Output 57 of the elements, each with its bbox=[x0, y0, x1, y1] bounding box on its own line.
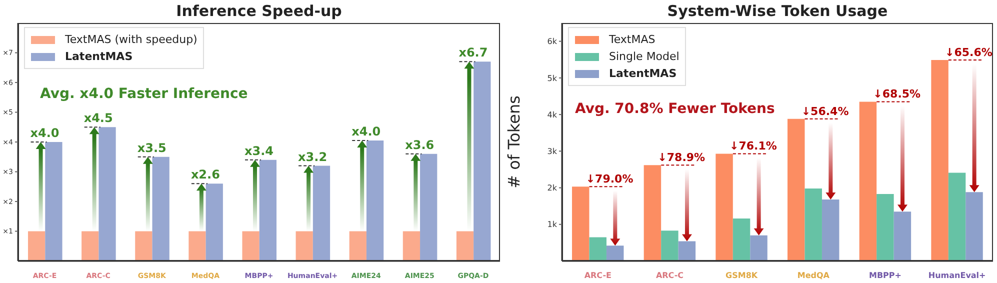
annotation: Avg. 70.8% Fewer Tokens bbox=[575, 101, 775, 117]
bar bbox=[678, 241, 696, 261]
data-label: x4.0 bbox=[30, 126, 60, 140]
legend-label: TextMAS (with speedup) bbox=[65, 33, 198, 46]
bar bbox=[859, 102, 877, 261]
x-tick-label: ARC-C bbox=[656, 271, 684, 280]
legend-label: TextMAS bbox=[609, 33, 656, 46]
legend-label: Single Model bbox=[609, 50, 680, 63]
legend-label: LatentMAS bbox=[609, 67, 677, 80]
data-label: x3.4 bbox=[244, 144, 274, 158]
chart-title: System-Wise Token Usage bbox=[666, 1, 889, 22]
bar bbox=[644, 165, 662, 261]
data-label: x4.0 bbox=[352, 124, 381, 139]
annotation: ↓65.6% bbox=[945, 46, 992, 59]
data-label: x3.5 bbox=[137, 140, 166, 155]
bar bbox=[788, 118, 805, 261]
bar bbox=[28, 231, 46, 261]
bar bbox=[804, 188, 822, 261]
chart-title: Inference Speed-up bbox=[175, 1, 343, 22]
data-label: x4.5 bbox=[84, 111, 113, 126]
bar bbox=[456, 231, 474, 261]
bar bbox=[876, 194, 894, 261]
annotation: ↓76.1% bbox=[730, 140, 777, 153]
annotation: ↓56.4% bbox=[801, 104, 849, 118]
y-axis-title: # of Tokens bbox=[504, 96, 524, 188]
annotation: ↓78.9% bbox=[658, 151, 706, 164]
x-tick-label: GSM8K bbox=[726, 271, 758, 280]
x-tick-label: MedQA bbox=[797, 271, 830, 280]
bar bbox=[135, 231, 152, 261]
x-tick-label: HumanEval+ bbox=[928, 271, 986, 280]
bar bbox=[82, 231, 99, 261]
bar bbox=[716, 154, 733, 261]
y-tick-label: 1k bbox=[547, 220, 558, 230]
annotation: Avg. x4.0 Faster Inference bbox=[40, 86, 248, 102]
data-label: x2.6 bbox=[190, 168, 220, 182]
annotation: ↓68.5% bbox=[873, 88, 921, 101]
x-tick-label: MBPP+ bbox=[869, 271, 902, 280]
data-label: x3.6 bbox=[405, 138, 434, 152]
data-label: x6.7 bbox=[458, 46, 488, 60]
y-tick-label: 4k bbox=[547, 110, 558, 120]
legend-label: LatentMAS bbox=[65, 50, 133, 63]
y-tick-label: 3k bbox=[547, 146, 558, 156]
annotation: ↓79.0% bbox=[586, 172, 634, 186]
bar bbox=[589, 237, 606, 261]
bar bbox=[402, 231, 420, 261]
bar bbox=[948, 172, 966, 261]
bar bbox=[349, 231, 366, 261]
bar bbox=[732, 218, 750, 261]
y-tick-label: 5k bbox=[547, 74, 558, 83]
y-tick-label: 2k bbox=[547, 184, 558, 193]
bar bbox=[606, 246, 624, 261]
y-tick-label: 6k bbox=[547, 37, 558, 46]
bar bbox=[661, 230, 678, 261]
bar bbox=[931, 60, 948, 261]
x-tick-label: ARC-E bbox=[584, 271, 612, 280]
bar bbox=[572, 186, 590, 261]
data-label: x3.2 bbox=[298, 150, 328, 164]
